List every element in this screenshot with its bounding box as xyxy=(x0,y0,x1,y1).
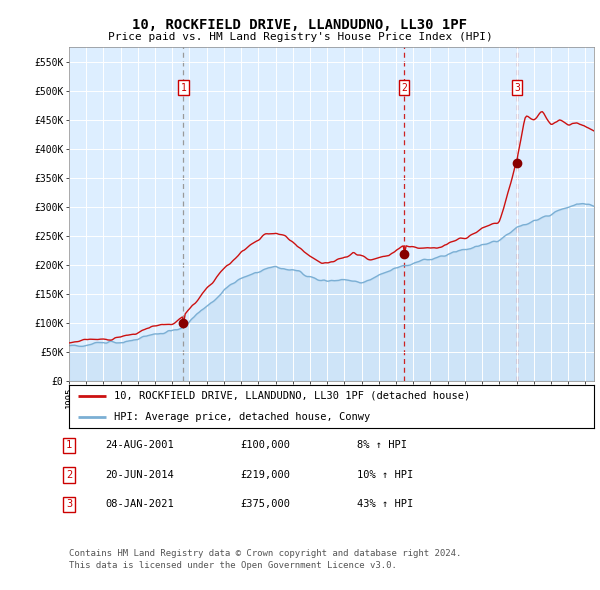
Text: 3: 3 xyxy=(514,83,520,93)
Text: 1: 1 xyxy=(181,83,187,93)
Text: 20-JUN-2014: 20-JUN-2014 xyxy=(105,470,174,480)
Text: 10, ROCKFIELD DRIVE, LLANDUDNO, LL30 1PF: 10, ROCKFIELD DRIVE, LLANDUDNO, LL30 1PF xyxy=(133,18,467,32)
Text: 8% ↑ HPI: 8% ↑ HPI xyxy=(357,441,407,450)
Text: 10% ↑ HPI: 10% ↑ HPI xyxy=(357,470,413,480)
Text: 1: 1 xyxy=(66,441,72,450)
Text: 3: 3 xyxy=(66,500,72,509)
Text: £100,000: £100,000 xyxy=(240,441,290,450)
Text: 10, ROCKFIELD DRIVE, LLANDUDNO, LL30 1PF (detached house): 10, ROCKFIELD DRIVE, LLANDUDNO, LL30 1PF… xyxy=(113,391,470,401)
Text: 2: 2 xyxy=(401,83,407,93)
Text: 08-JAN-2021: 08-JAN-2021 xyxy=(105,500,174,509)
Text: 2: 2 xyxy=(66,470,72,480)
Text: 24-AUG-2001: 24-AUG-2001 xyxy=(105,441,174,450)
Text: £375,000: £375,000 xyxy=(240,500,290,509)
Text: Price paid vs. HM Land Registry's House Price Index (HPI): Price paid vs. HM Land Registry's House … xyxy=(107,32,493,42)
Text: Contains HM Land Registry data © Crown copyright and database right 2024.
This d: Contains HM Land Registry data © Crown c… xyxy=(69,549,461,570)
Text: 43% ↑ HPI: 43% ↑ HPI xyxy=(357,500,413,509)
Text: HPI: Average price, detached house, Conwy: HPI: Average price, detached house, Conw… xyxy=(113,412,370,422)
Text: £219,000: £219,000 xyxy=(240,470,290,480)
